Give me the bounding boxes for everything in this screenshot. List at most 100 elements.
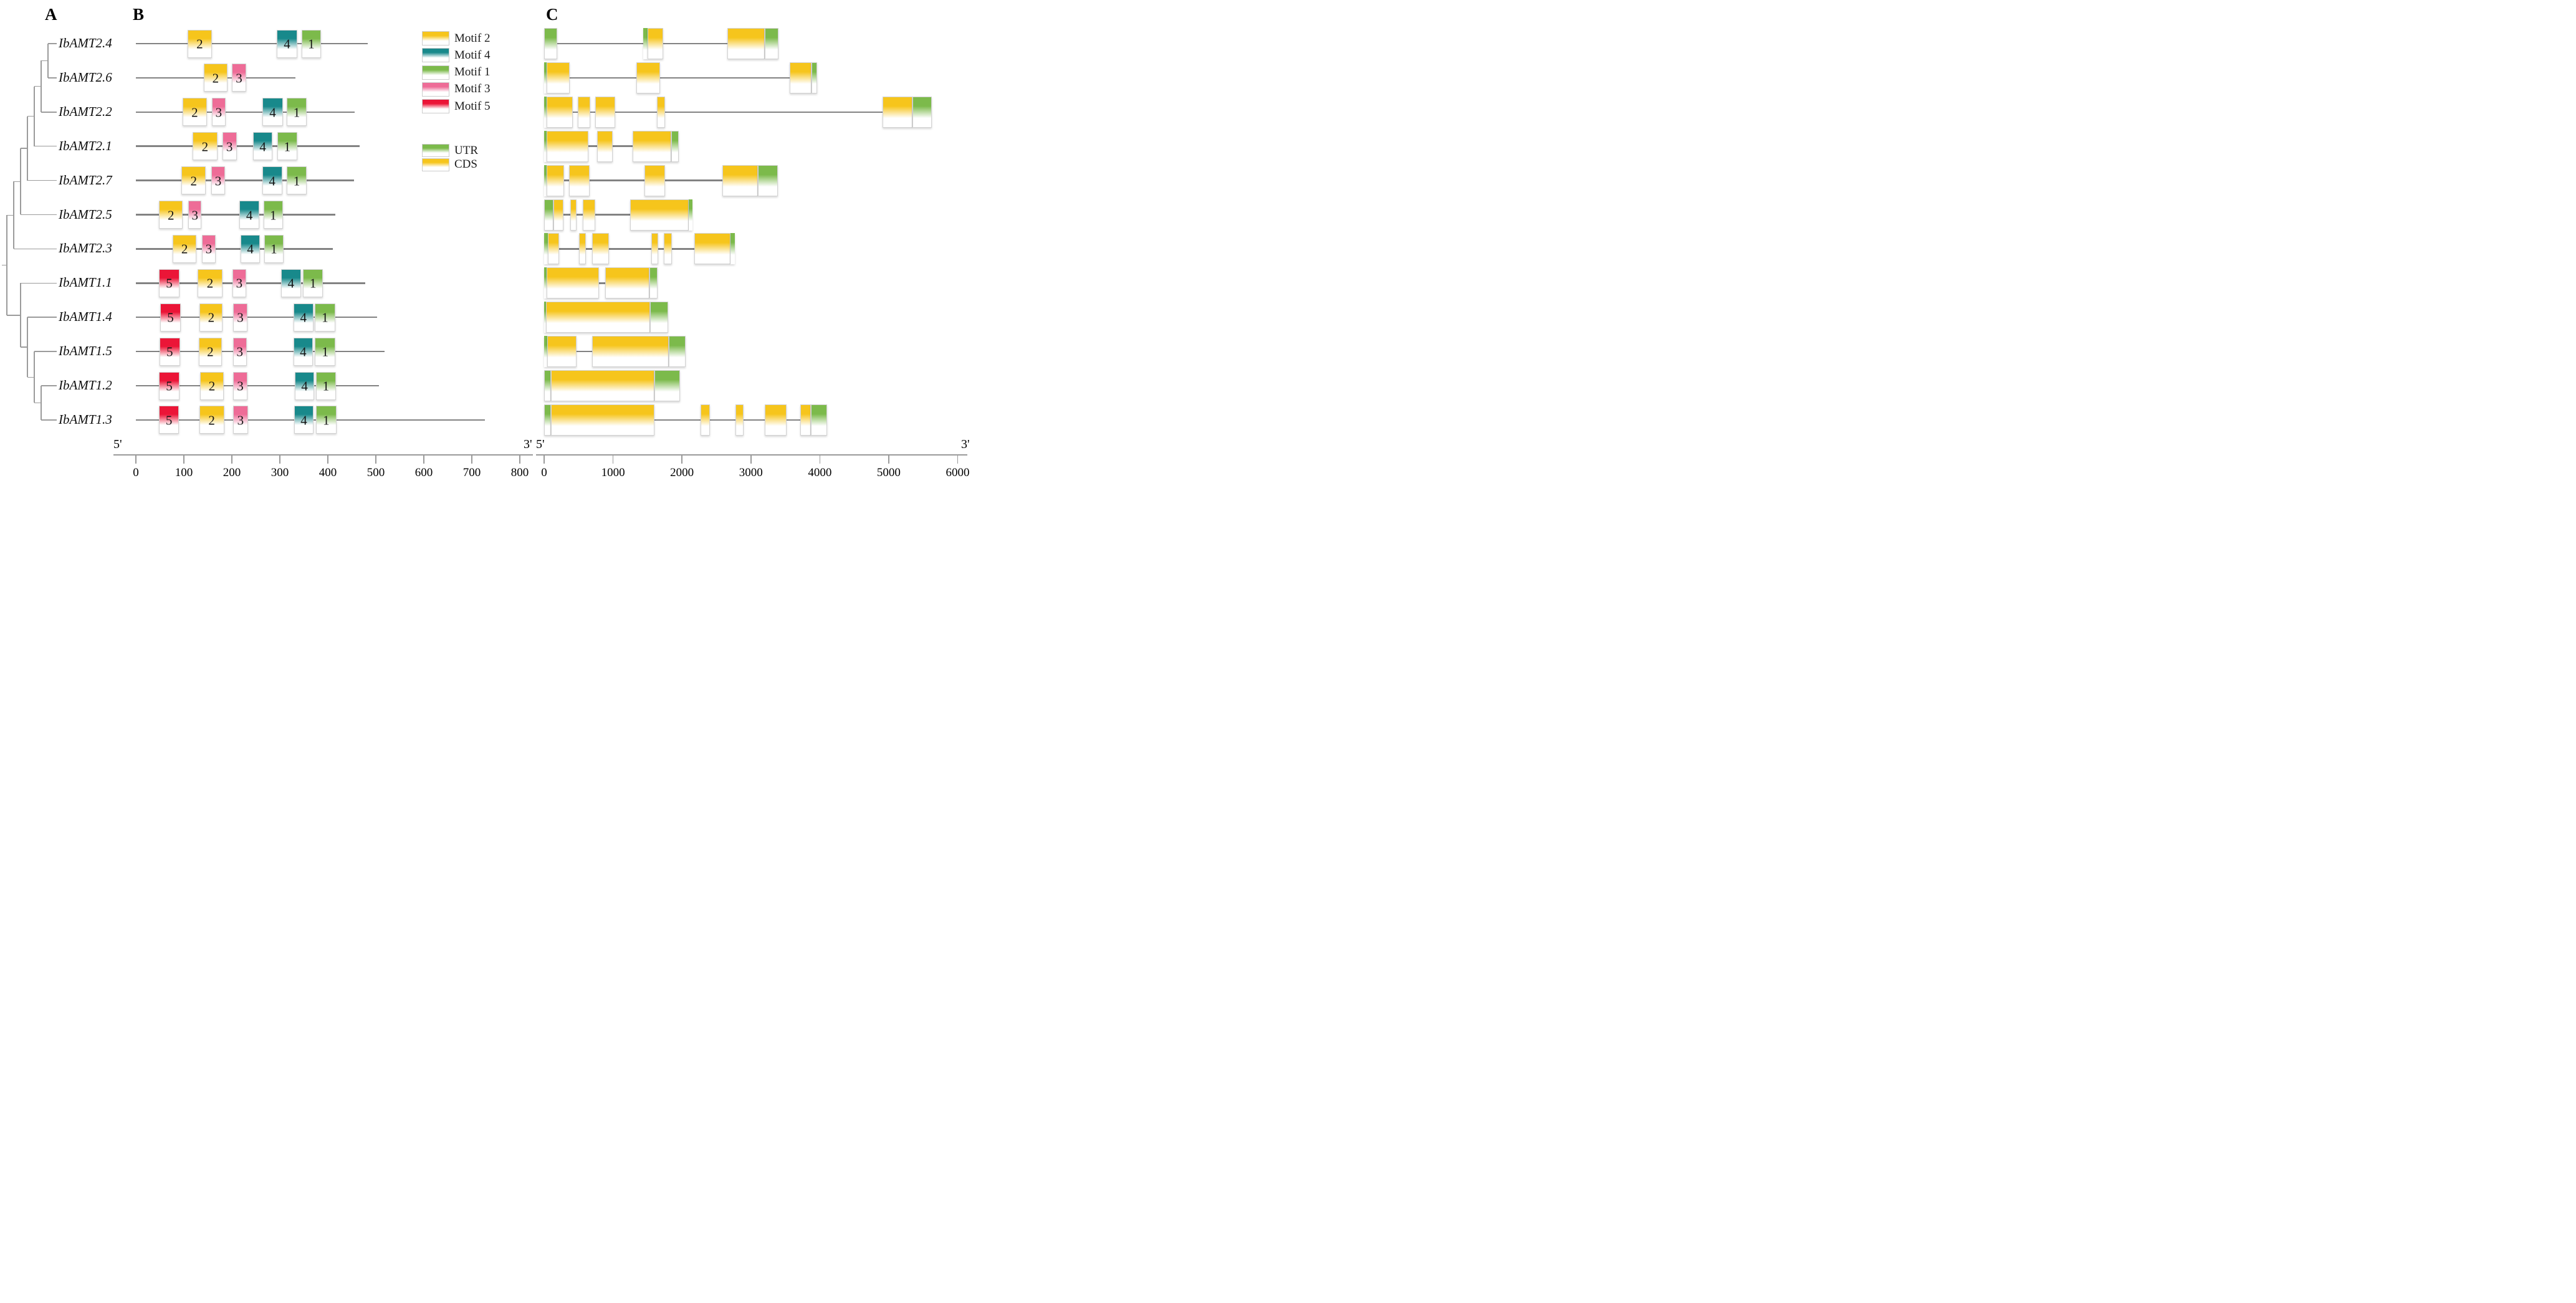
motif-number: 4 [301, 378, 308, 394]
utr-box [689, 199, 692, 231]
motif-number: 3 [237, 310, 244, 325]
tree-branch-vertical [41, 60, 42, 112]
motif-box-5 [158, 371, 180, 400]
cds-box [633, 130, 672, 162]
motif-number: 1 [284, 139, 291, 155]
motif-box-2 [200, 371, 224, 400]
protein-line [136, 248, 333, 250]
gene-label: IbAMT2.6 [59, 69, 112, 85]
axis-c-tick [543, 456, 545, 464]
motif-box-4 [293, 337, 314, 366]
axis-c-tick [681, 456, 682, 464]
axis-b-tick-label: 300 [271, 466, 289, 479]
motif-number: 3 [205, 241, 213, 257]
axis-c-tick-label: 2000 [670, 466, 694, 479]
utr-box [544, 62, 547, 93]
protein-line [136, 282, 366, 284]
cds-box [547, 267, 600, 299]
motif-box-1 [301, 29, 322, 58]
cds-box [735, 404, 744, 436]
tree-branch-horizontal [48, 43, 57, 44]
gene-label: IbAMT2.5 [59, 206, 112, 222]
motif-box-2 [182, 98, 207, 126]
legend-swatch-motif-4 [422, 48, 449, 63]
cds-box [570, 199, 577, 231]
legend-label: CDS [454, 158, 477, 171]
utr-box [758, 165, 778, 196]
utr-box [643, 28, 648, 59]
motif-box-4 [280, 269, 301, 297]
motif-box-3 [232, 337, 247, 366]
motif-box-3 [232, 406, 249, 434]
motif-box-1 [263, 201, 283, 229]
utr-box [544, 199, 554, 231]
motif-box-5 [158, 406, 180, 434]
tree-branch-horizontal [34, 85, 41, 87]
gene-label: IbAMT1.1 [59, 275, 112, 290]
axis-c-tick-label: 5000 [876, 466, 901, 479]
cds-box [582, 199, 596, 231]
tree-branch-horizontal [14, 248, 57, 250]
motif-box-4 [240, 234, 261, 263]
tree-branch-horizontal [34, 351, 57, 352]
motif-box-4 [239, 201, 259, 229]
motif-box-5 [158, 269, 180, 297]
motif-box-1 [302, 269, 323, 297]
axis-b-tick [471, 456, 472, 464]
tree-branch-horizontal [21, 282, 57, 284]
motif-number: 2 [196, 36, 203, 52]
motif-number: 3 [226, 139, 233, 155]
gene-label: IbAMT1.2 [59, 378, 112, 393]
motif-number: 1 [293, 105, 300, 120]
motif-box-2 [203, 64, 228, 92]
axis-b-tick-label: 800 [510, 466, 529, 479]
tree-branch-vertical [20, 283, 21, 348]
cds-box [553, 199, 564, 231]
cds-box [727, 28, 765, 59]
legend-swatch-motif-5 [422, 99, 449, 114]
axis-b-tick [327, 456, 328, 464]
motif-number: 1 [269, 208, 277, 222]
gene-label: IbAMT1.3 [59, 411, 112, 427]
utr-box [544, 165, 547, 196]
motif-box-2 [198, 269, 223, 297]
intron-line [544, 248, 735, 250]
axis-b-tick-label: 200 [223, 466, 241, 479]
motif-number: 1 [322, 344, 329, 360]
tree-branch-vertical [34, 86, 35, 146]
axis-b-five-prime-label: 5' [113, 437, 122, 451]
axis-c-tick [612, 456, 614, 464]
intron-line [544, 214, 692, 216]
protein-line [136, 350, 385, 353]
motif-number: 3 [237, 378, 244, 394]
motif-box-4 [252, 132, 273, 161]
motif-number: 2 [201, 139, 209, 155]
protein-line [136, 316, 377, 318]
legend-swatch-motif-3 [422, 82, 449, 97]
motif-box-1 [286, 98, 307, 126]
tree-branch-horizontal [21, 214, 57, 216]
motif-number: 4 [269, 105, 276, 120]
motif-number: 5 [167, 310, 174, 325]
motif-box-1 [315, 303, 335, 332]
axis-b-tick [231, 456, 232, 464]
motif-number: 5 [166, 275, 173, 291]
cds-box [550, 404, 655, 436]
motif-box-4 [294, 406, 314, 434]
gene-label: IbAMT2.2 [59, 103, 112, 119]
motif-number: 3 [215, 105, 223, 120]
axis-b-tick-label: 500 [366, 466, 385, 479]
motif-box-3 [233, 371, 247, 400]
utr-box [650, 302, 669, 333]
cds-box [882, 96, 912, 128]
tree-branch-horizontal [7, 214, 14, 216]
panel-c-label: C [546, 5, 558, 24]
protein-line [136, 42, 368, 45]
motif-box-3 [211, 166, 226, 195]
cds-box [605, 267, 649, 299]
motif-number: 1 [309, 275, 317, 291]
cds-box [790, 62, 812, 93]
cds-box [547, 62, 570, 93]
motif-box-3 [232, 269, 247, 297]
cds-box [636, 62, 661, 93]
